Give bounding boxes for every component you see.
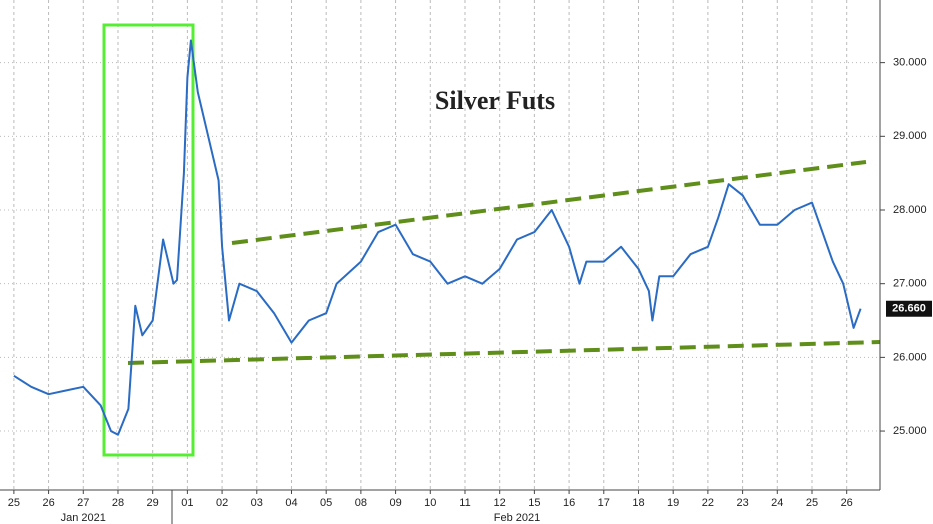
x-tick-label: 16 xyxy=(563,497,575,509)
x-tick-label: 04 xyxy=(285,497,297,509)
x-tick-label: 09 xyxy=(389,497,401,509)
x-tick-label: 26 xyxy=(42,497,54,509)
y-tick-label: 30.000 xyxy=(893,57,927,69)
x-tick-label: 11 xyxy=(459,497,470,509)
x-tick-label: 18 xyxy=(632,497,644,509)
upper-trendline xyxy=(231,160,867,245)
last-value-label: 26.660 xyxy=(892,303,926,315)
x-tick-label: 12 xyxy=(494,497,506,509)
x-tick-label: 19 xyxy=(667,497,679,509)
month-label: Jan 2021 xyxy=(61,512,106,524)
y-tick-label: 26.000 xyxy=(893,351,927,363)
lower-trendline xyxy=(127,340,881,365)
price-line xyxy=(13,39,862,436)
x-tick-label: 05 xyxy=(320,497,332,509)
x-tick-label: 22 xyxy=(702,497,714,509)
x-tick-label: 23 xyxy=(736,497,748,509)
x-tick-label: 24 xyxy=(771,497,783,509)
x-tick-label: 15 xyxy=(528,497,540,509)
grid xyxy=(0,0,880,490)
x-tick-label: 02 xyxy=(216,497,228,509)
x-tick-label: 25 xyxy=(8,497,20,509)
y-tick-label: 25.000 xyxy=(893,425,927,437)
y-tick-label: 28.000 xyxy=(893,204,927,216)
x-tick-label: 25 xyxy=(806,497,818,509)
y-tick-label: 29.000 xyxy=(893,130,927,142)
y-tick-label: 27.000 xyxy=(893,278,927,290)
x-tick-label: 27 xyxy=(77,497,89,509)
x-tick-label: 03 xyxy=(251,497,263,509)
x-tick-label: 10 xyxy=(424,497,436,509)
x-tick-label: 17 xyxy=(598,497,610,509)
x-tick-label: 08 xyxy=(355,497,367,509)
chart-title: Silver Futs xyxy=(435,86,555,115)
x-tick-label: 01 xyxy=(181,497,193,509)
last-value-box xyxy=(886,300,932,317)
month-label: Feb 2021 xyxy=(494,512,540,524)
x-tick-label: 28 xyxy=(112,497,124,509)
x-tick-label: 29 xyxy=(147,497,159,509)
highlight-box xyxy=(102,23,195,457)
x-tick-label: 26 xyxy=(841,497,853,509)
